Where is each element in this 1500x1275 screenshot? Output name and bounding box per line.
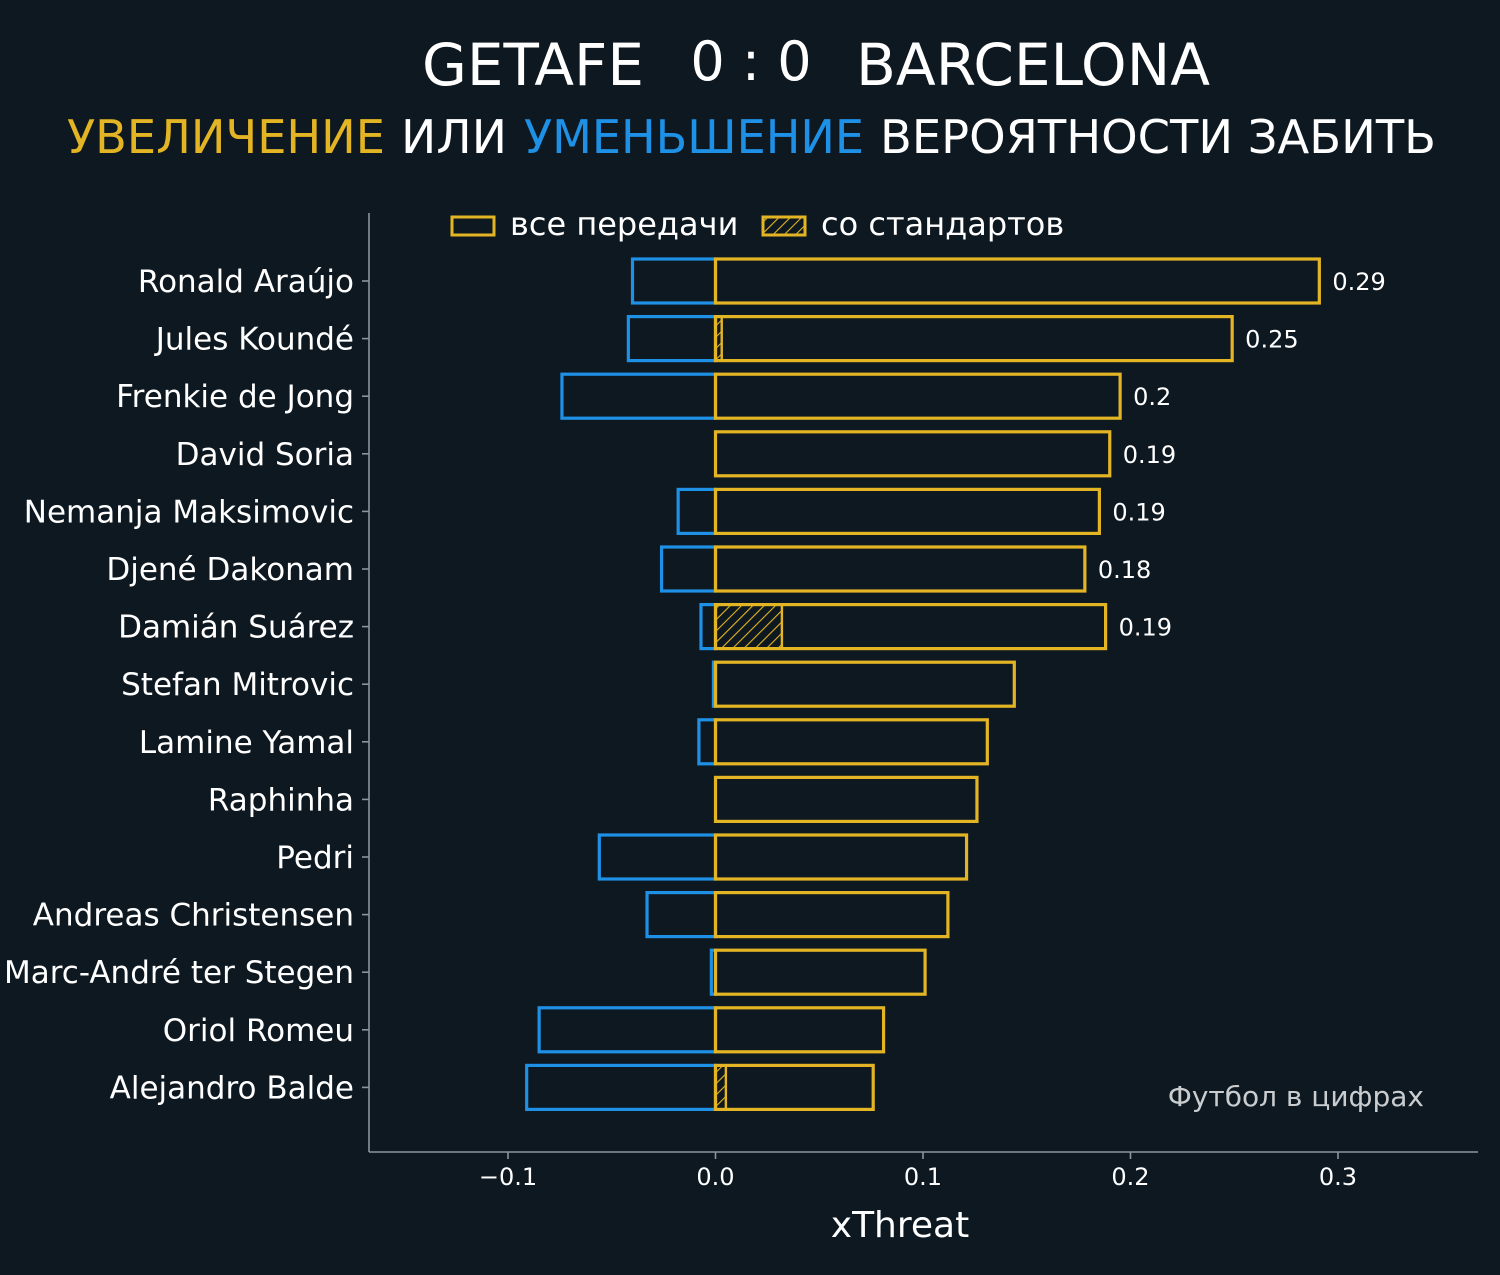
y-label-djene-dakonam: Djené Dakonam [106, 552, 354, 588]
chart-subtitle: УВЕЛИЧЕНИЕ ИЛИ УМЕНЬШЕНИЕ ВЕРОЯТНОСТИ ЗА… [67, 110, 1436, 164]
y-label-ronald-araujo: Ronald Araújo [138, 264, 354, 300]
data-label-frenkie-de-jong: 0.2 [1133, 383, 1171, 411]
y-label-nemanja-maksimovic: Nemanja Maksimovic [24, 494, 354, 530]
x-tick-label-4: 0.3 [1319, 1163, 1357, 1191]
y-label-lamine-yamal: Lamine Yamal [139, 725, 354, 761]
legend-swatch-set-pieces [761, 215, 807, 237]
home-team-name: GETAFE [422, 31, 644, 99]
legend-label-set-pieces: со стандартов [821, 205, 1064, 243]
y-label-raphinha: Raphinha [208, 782, 354, 818]
y-label-andreas-christensen: Andreas Christensen [33, 898, 354, 934]
subtitle-rest: ВЕРОЯТНОСТИ ЗАБИТЬ [880, 110, 1436, 164]
data-label-jules-kounde: 0.25 [1245, 326, 1298, 354]
y-label-stefan-mitrovic: Stefan Mitrovic [121, 667, 354, 703]
bar-positive-andreas-christensen [713, 890, 950, 939]
legend-swatch-all-passes [450, 215, 496, 237]
bar-positive-lamine-yamal [713, 718, 989, 766]
legend-label-all-passes: все передачи [510, 205, 738, 243]
bars-layer: 0.29 0.25 0.2 0.19 0.19 0.18 0.19 [525, 257, 1386, 1112]
subtitle-increase: УВЕЛИЧЕНИЕ [67, 110, 385, 164]
data-label-david-soria: 0.19 [1123, 441, 1176, 469]
y-label-david-soria: David Soria [176, 437, 354, 473]
x-tick-label-1: 0.0 [696, 1163, 734, 1191]
bar-positive-nemanja-maksimovic [713, 487, 1101, 535]
bar-positive-damian-suarez [713, 602, 1108, 651]
y-label-oriol-romeu: Oriol Romeu [163, 1013, 354, 1049]
bar-positive-alejandro-balde [713, 1063, 875, 1112]
watermark: Футбол в цифрах [1168, 1080, 1424, 1113]
x-axis-label: xThreat [831, 1205, 969, 1246]
bar-positive-oriol-romeu [713, 1006, 886, 1054]
chart-title: GETAFE 0 : 0 BARCELONA [422, 30, 1210, 99]
y-label-alejandro-balde: Alejandro Balde [110, 1070, 354, 1106]
bar-positive-pedri [713, 833, 969, 881]
data-label-damian-suarez: 0.19 [1119, 614, 1172, 642]
bar-positive-marc-andre-ter-stegen [713, 948, 927, 996]
data-label-ronald-araujo: 0.29 [1332, 268, 1385, 296]
match-score: 0 : 0 [690, 30, 811, 93]
x-tick-label-2: 0.1 [904, 1163, 942, 1191]
bar-positive-raphinha [713, 775, 979, 824]
y-label-pedri: Pedri [276, 840, 354, 876]
y-label-frenkie-de-jong: Frenkie de Jong [116, 379, 354, 415]
y-label-jules-kounde: Jules Koundé [154, 322, 354, 358]
y-label-damian-suarez: Damián Suárez [118, 610, 354, 646]
subtitle-or: ИЛИ [401, 110, 507, 164]
x-tick-label-0: −0.1 [479, 1163, 537, 1191]
bar-positive-jules-kounde [713, 315, 1234, 363]
data-label-nemanja-maksimovic: 0.19 [1112, 498, 1165, 526]
bar-positive-ronald-araujo [713, 257, 1321, 305]
bar-positive-frenkie-de-jong [713, 372, 1122, 420]
x-axis-ticks: −0.1 0.0 0.1 0.2 0.3 [479, 1152, 1357, 1191]
bar-set-pieces-damian-suarez [714, 603, 784, 650]
y-label-marc-andre-ter-stegen: Marc-André ter Stegen [4, 955, 354, 991]
data-label-djene-dakonam: 0.18 [1098, 556, 1151, 584]
x-tick-label-3: 0.2 [1111, 1163, 1149, 1191]
subtitle-decrease: УМЕНЬШЕНИЕ [524, 110, 864, 164]
away-team-name: BARCELONA [856, 31, 1210, 99]
bar-positive-stefan-mitrovic [713, 660, 1016, 708]
y-tick-labels: Ronald Araújo Jules Koundé Frenkie de Jong… [4, 264, 369, 1106]
bar-positive-djene-dakonam [713, 545, 1087, 593]
legend: все передачи со стандартов [450, 205, 1064, 243]
bar-positive-david-soria [713, 430, 1112, 478]
